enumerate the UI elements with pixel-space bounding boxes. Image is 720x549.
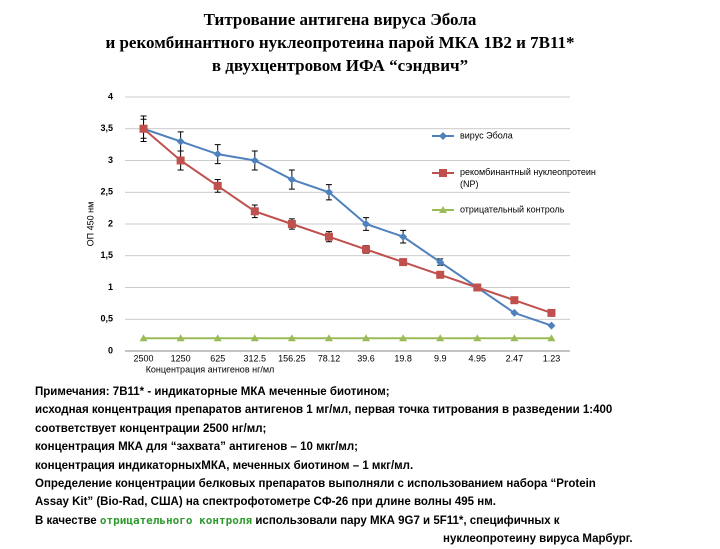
note-line: исходная концентрация препаратов антиген… xyxy=(35,404,613,417)
legend-label: рекомбинантный нуклеопротеин (NP) xyxy=(460,167,596,189)
data-point xyxy=(399,258,408,267)
legend-marker xyxy=(439,206,447,213)
data-point xyxy=(213,181,222,190)
data-point xyxy=(399,232,408,241)
data-point xyxy=(547,308,556,317)
legend-label: отрицательный контроль xyxy=(460,204,565,214)
x-axis-label: Концентрация антигенов нг/мл xyxy=(146,364,275,374)
note-line: концентрация индикаторныхМКА, меченных б… xyxy=(35,459,414,472)
data-point xyxy=(139,124,148,133)
data-point xyxy=(473,283,482,292)
data-point xyxy=(176,156,185,165)
y-tick-label: 3,5 xyxy=(100,123,113,133)
note-text: использовали пару МКА 9G7 и 5F11*, специ… xyxy=(252,514,560,527)
y-tick-label: 1 xyxy=(108,282,113,292)
note-text: В качестве xyxy=(35,514,100,527)
data-point xyxy=(176,137,185,146)
data-point xyxy=(436,334,445,342)
title-line: и рекомбинантного нуклеопротеина парой М… xyxy=(105,33,575,52)
y-tick-label: 4 xyxy=(108,91,113,101)
title-line: Титрование антигена вируса Эбола xyxy=(203,10,477,29)
notes: Примечания: 7B11* - индикаторные МКА меч… xyxy=(35,383,695,549)
data-point xyxy=(213,334,222,342)
data-point xyxy=(139,334,148,342)
data-point xyxy=(547,321,556,330)
data-point xyxy=(324,188,333,197)
series-line xyxy=(142,127,552,314)
note-highlight: отрицательного контроля xyxy=(99,513,253,527)
data-point xyxy=(324,334,333,342)
y-axis-label: ОП 450 нм xyxy=(85,202,95,247)
x-tick-label: 78.12 xyxy=(318,353,341,363)
x-tick-label: 2500 xyxy=(134,353,154,363)
legend-label: вирус Эбола xyxy=(460,130,513,140)
legend-label-part: (NP) xyxy=(460,179,479,189)
x-tick-label: 2.47 xyxy=(506,353,524,363)
x-tick-label: 4.95 xyxy=(469,353,487,363)
title: Титрование антигена вируса Эбола и реком… xyxy=(0,8,680,77)
y-tick-label: 2 xyxy=(108,218,113,228)
x-tick-label: 1250 xyxy=(171,353,191,363)
data-point xyxy=(436,258,445,267)
x-tick-label: 19.8 xyxy=(394,353,412,363)
x-tick-label: 9.9 xyxy=(434,353,447,363)
series-line xyxy=(143,127,552,327)
x-tick-label: 625 xyxy=(210,353,225,363)
data-point xyxy=(399,334,408,342)
data-point xyxy=(510,296,519,305)
title-line: в двухцентровом ИФА “сэндвич” xyxy=(211,56,469,75)
note-line: Определение концентрации белковых препар… xyxy=(35,478,596,491)
note-line: соответствует концентрации 2500 нг/мл; xyxy=(35,422,267,435)
note-line: концентрация МКА для “захвата” антигенов… xyxy=(35,441,359,454)
data-point xyxy=(362,245,371,254)
data-point xyxy=(250,207,259,216)
x-tick-label: 156.25 xyxy=(278,353,306,363)
data-point xyxy=(250,334,259,342)
data-point xyxy=(510,334,519,342)
data-point xyxy=(547,334,556,342)
legend-marker xyxy=(439,169,447,177)
chart: 0 0,5 1 1,5 2 2,5 3 3,5 4 ОП 450 нм Концентрация а… xyxy=(85,91,596,374)
data-point xyxy=(176,334,185,342)
legend-label-part: рекомбинантный нуклеопротеин xyxy=(460,167,596,177)
x-tick-label: 1.23 xyxy=(543,353,561,363)
data-point xyxy=(287,334,296,342)
y-tick-label: 0,5 xyxy=(100,314,113,324)
data-point xyxy=(362,334,371,342)
data-point xyxy=(250,156,259,165)
note-line: Assay Kit” (Bio-Rad, США) на спектрофото… xyxy=(35,496,496,509)
data-point xyxy=(213,150,222,159)
note-line: нуклеопротеину вируса Марбург. xyxy=(443,533,633,546)
data-point xyxy=(473,334,482,342)
data-point xyxy=(287,220,296,228)
data-point xyxy=(436,270,445,279)
legend-marker xyxy=(439,132,447,140)
y-tick-label: 1,5 xyxy=(100,250,113,260)
data-point xyxy=(510,308,519,317)
y-tick-label: 0 xyxy=(108,345,113,355)
data-point xyxy=(362,220,371,228)
x-tick-label: 312.5 xyxy=(244,353,267,363)
data-point xyxy=(324,232,333,241)
note-line: В качестве отрицательного контроля испол… xyxy=(35,512,695,530)
y-tick-label: 3 xyxy=(108,155,113,165)
note-line: Примечания: 7B11* - индикаторные МКА меч… xyxy=(35,386,390,398)
x-tick-label: 39.6 xyxy=(357,353,375,363)
data-point xyxy=(287,175,296,184)
y-tick-label: 2,5 xyxy=(100,187,113,197)
